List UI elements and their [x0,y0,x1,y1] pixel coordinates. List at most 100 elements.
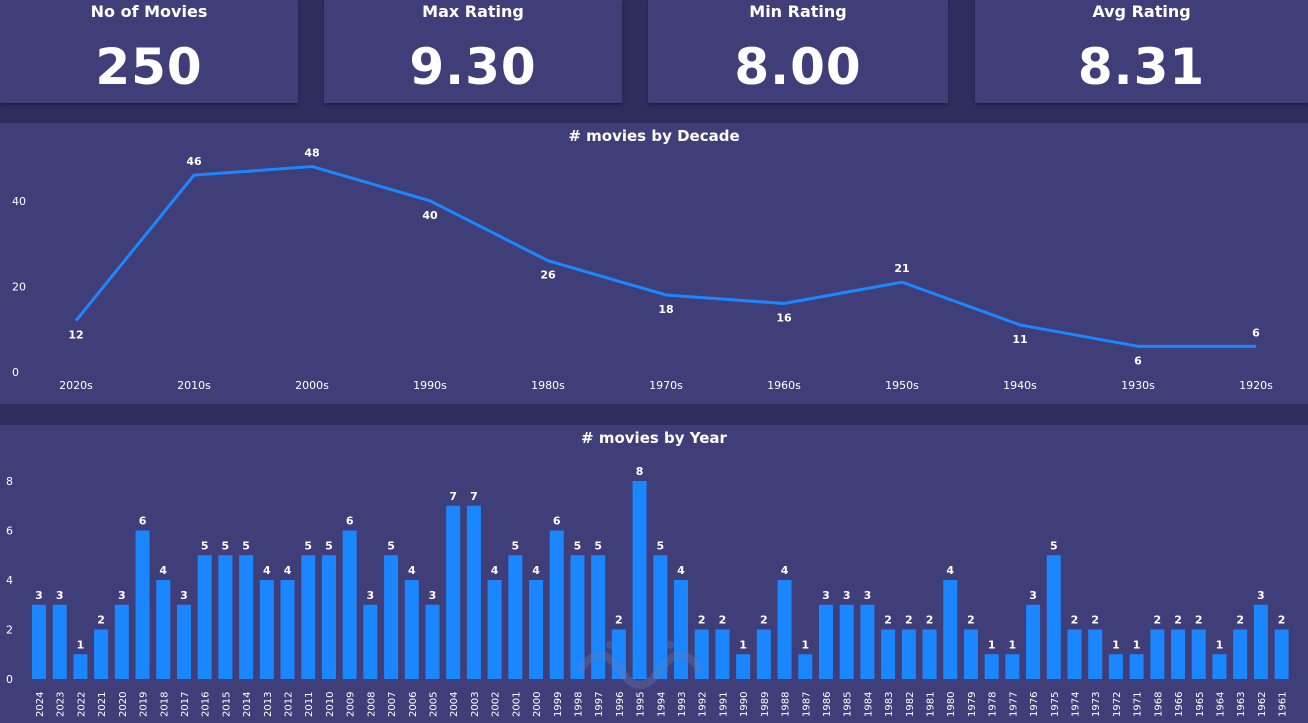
y-tick-label: 6 [6,525,13,538]
kpi-value: 8.31 [1077,38,1206,96]
data-label: 3 [864,589,872,602]
data-label: 4 [946,564,954,577]
data-label: 1 [1133,638,1141,651]
data-label: 5 [594,539,602,552]
data-label: 6 [1252,326,1260,339]
bar [1274,629,1289,679]
kpi-value: 250 [95,38,203,96]
data-label: 1 [739,638,747,651]
x-tick-label: 2020 [118,692,129,717]
data-label: 18 [658,303,673,316]
x-tick-label: 1998 [573,692,584,717]
data-label: 5 [222,539,230,552]
bar [881,629,896,679]
data-label: 5 [512,539,520,552]
data-label: 2 [1154,614,1162,627]
x-tick-label: 1960s [767,379,801,392]
data-label: 3 [1029,589,1037,602]
bar [756,629,771,679]
decade-chart-panel[interactable]: # movies by Decade 0 20 40 12 2020s 46 2010s 48… [0,123,1308,404]
data-label: 5 [304,539,312,552]
bar [1191,629,1206,679]
bar [156,580,171,679]
x-tick-label: 1972 [1112,692,1123,717]
decade-chart-title: # movies by Decade [568,127,740,145]
bar [818,604,833,679]
kpi-label: Min Rating [749,2,847,21]
bar [529,580,544,679]
bar [1171,629,1186,679]
data-label: 2 [967,614,975,627]
y-tick-label: 0 [6,673,13,686]
data-label: 3 [35,589,43,602]
kpi-value: 8.00 [734,38,862,96]
x-tick-label: 1993 [677,692,688,717]
data-label: 2 [884,614,892,627]
bar [798,654,813,679]
data-label: 2 [1174,614,1182,627]
y-tick-label: 8 [6,475,13,488]
bar [1005,654,1020,679]
y-tick-label: 4 [6,574,13,587]
x-tick-label: 1980s [531,379,565,392]
data-label: 21 [894,262,909,275]
x-tick-label: 2017 [180,692,191,717]
bar [943,580,958,679]
year-chart-panel[interactable]: # movies by Year 0 2 4 6 8 3 2024 3 2023 1 2022 2 20… [0,425,1308,723]
bar [32,604,46,679]
x-tick-label: 1990s [413,379,447,392]
y-tick-label: 20 [12,280,26,293]
x-tick-label: 1963 [1236,692,1247,717]
data-label: 4 [781,564,789,577]
x-tick-label: 1981 [926,692,937,717]
data-label: 3 [429,589,437,602]
data-label: 3 [118,589,126,602]
x-tick-label: 2004 [449,692,460,717]
bar [363,604,378,679]
bar [114,604,129,679]
bar [1046,555,1061,679]
kpi-card-movies: No of Movies 250 [0,0,298,103]
bar [135,530,150,679]
x-tick-label: 1983 [884,692,895,717]
data-label: 1 [801,638,809,651]
x-tick-label: 2001 [511,692,522,717]
data-label: 8 [636,465,644,478]
bar [777,580,792,679]
data-label: 1 [77,638,85,651]
data-label: 2 [615,614,623,627]
data-label: 12 [68,329,83,342]
x-tick-label: 1984 [863,692,874,717]
x-tick-label: 1975 [1050,692,1061,717]
y-tick-label: 0 [12,366,19,379]
bar [549,530,564,679]
data-label: 3 [367,589,375,602]
x-tick-label: 1971 [1133,692,1144,717]
x-tick-label: 2013 [263,692,274,717]
bar [218,555,233,679]
x-tick-label: 1920s [1239,379,1273,392]
x-tick-label: 2002 [491,692,502,717]
data-label: 5 [656,539,664,552]
bar [425,604,440,679]
kpi-label: Avg Rating [1092,2,1191,21]
bar [1233,629,1248,679]
x-tick-label: 2020s [59,379,93,392]
data-label: 5 [242,539,250,552]
bar [52,604,67,679]
bar [694,629,709,679]
x-tick-label: 2010s [177,379,211,392]
data-label: 2 [760,614,768,627]
y-tick-label: 2 [6,624,13,637]
x-tick-label: 2015 [221,692,232,717]
data-label: 3 [56,589,64,602]
bar [1088,629,1103,679]
kpi-value: 9.30 [409,38,537,96]
data-label: 6 [553,515,561,528]
bar [259,580,274,679]
data-label: 4 [263,564,271,577]
x-tick-label: 1992 [698,692,709,717]
x-tick-label: 2000s [295,379,329,392]
bar [176,604,191,679]
bar [321,555,336,679]
